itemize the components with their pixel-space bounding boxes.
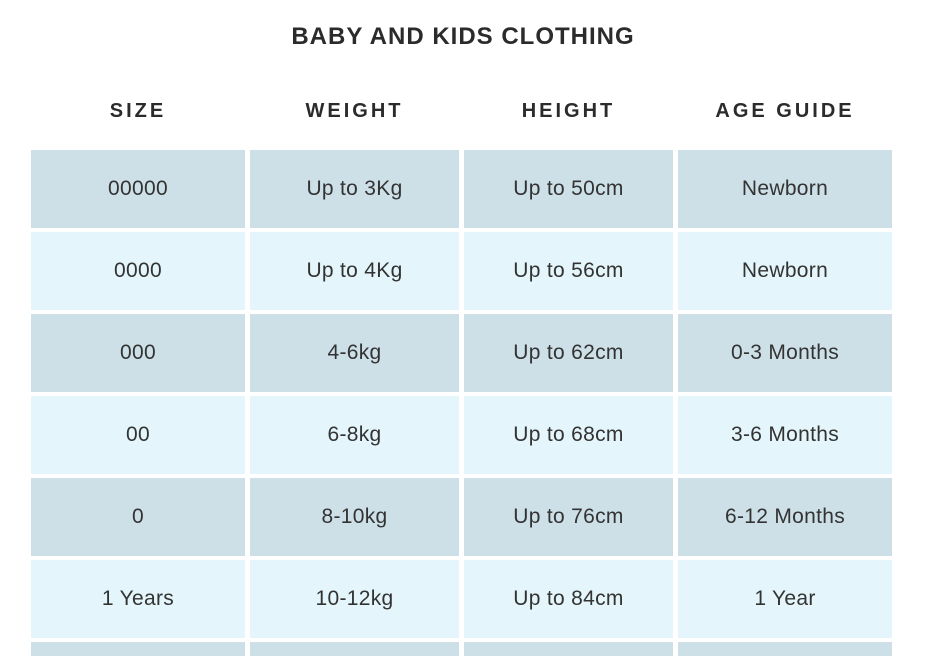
- table-cell-age_guide: 0-3 Months: [678, 314, 892, 392]
- table-row: 0 8-10kg Up to 76cm 6-12 Months: [31, 478, 892, 556]
- table-row: 00000 Up to 3Kg Up to 50cm Newborn: [31, 150, 892, 228]
- column-header-age-guide: AGE GUIDE: [715, 100, 855, 122]
- table-row: 1 Years 10-12kg Up to 84cm 1 Year: [31, 560, 892, 638]
- table-cell-weight: 8-10kg: [250, 478, 459, 556]
- table-cell-height: Up to 62cm: [464, 314, 673, 392]
- column-header-size: SIZE: [109, 100, 167, 122]
- table-cell-size: [31, 642, 245, 656]
- table-cell-size: 000: [31, 314, 245, 392]
- table-cell-age_guide: 6-12 Months: [678, 478, 892, 556]
- column-header-weight: WEIGHT: [305, 100, 404, 122]
- table-body: 00000 Up to 3Kg Up to 50cm Newborn 0000 Up to…: [31, 150, 892, 656]
- table-cell-height: Up to 84cm: [464, 560, 673, 638]
- table-cell-height: Up to 68cm: [464, 396, 673, 474]
- table-cell-weight: Up to 3Kg: [250, 150, 459, 228]
- table-cell-weight: 10-12kg: [250, 560, 459, 638]
- table-cell-age_guide: Newborn: [678, 150, 892, 228]
- table-cell-weight: Up to 4Kg: [250, 232, 459, 310]
- table-cell-weight: 6-8kg: [250, 396, 459, 474]
- size-chart-table: SIZE WEIGHT HEIGHT AGE GUIDE 00000 Up to …: [31, 100, 892, 656]
- table-cell-height: Up to 56cm: [464, 232, 673, 310]
- table-cell-weight: [250, 642, 459, 656]
- page-title: BABY AND KIDS CLOTHING: [291, 23, 635, 50]
- table-cell-size: 1 Years: [31, 560, 245, 638]
- table-cell-age_guide: 1 Year: [678, 560, 892, 638]
- column-header-height: HEIGHT: [521, 100, 616, 122]
- table-cell-size: 0000: [31, 232, 245, 310]
- table-row: 000 4-6kg Up to 62cm 0-3 Months: [31, 314, 892, 392]
- table-row: 0000 Up to 4Kg Up to 56cm Newborn: [31, 232, 892, 310]
- table-cell-age_guide: 3-6 Months: [678, 396, 892, 474]
- table-cell-height: Up to 76cm: [464, 478, 673, 556]
- table-cell-height: [464, 642, 673, 656]
- table-cell-weight: 4-6kg: [250, 314, 459, 392]
- table-cell-size: 0: [31, 478, 245, 556]
- table-cell-height: Up to 50cm: [464, 150, 673, 228]
- table-cell-size: 00000: [31, 150, 245, 228]
- table-cell-size: 00: [31, 396, 245, 474]
- table-row: 00 6-8kg Up to 68cm 3-6 Months: [31, 396, 892, 474]
- table-cell-age_guide: [678, 642, 892, 656]
- table-row: [31, 642, 892, 656]
- table-header-row: SIZE WEIGHT HEIGHT AGE GUIDE: [31, 100, 892, 123]
- table-cell-age_guide: Newborn: [678, 232, 892, 310]
